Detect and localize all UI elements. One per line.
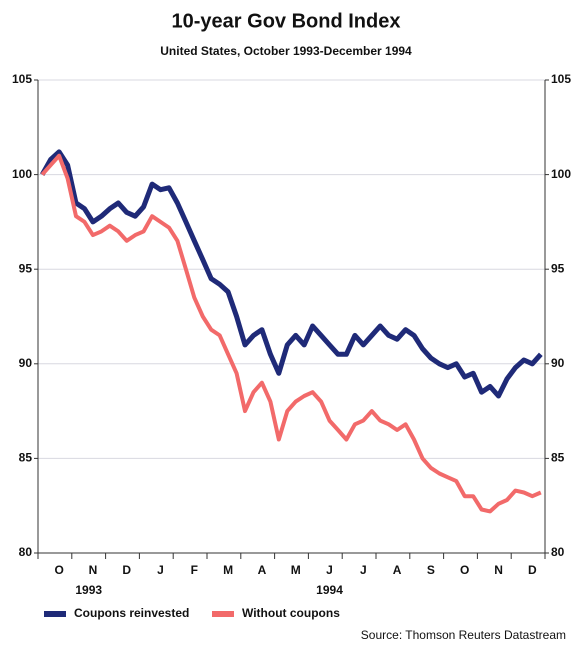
legend-label: Coupons reinvested	[74, 606, 189, 620]
x-tick-label: D	[528, 563, 537, 577]
y2-tick-label: 95	[551, 261, 565, 275]
x-tick-label: O	[54, 563, 63, 577]
x-tick-label: J	[157, 563, 164, 577]
annotation: 1994	[316, 583, 343, 597]
y2-tick-label: 90	[551, 356, 565, 370]
y2-tick-label: 100	[551, 167, 571, 181]
x-tick-label: A	[258, 563, 267, 577]
y-tick-label: 105	[12, 72, 32, 86]
x-tick-label: J	[360, 563, 367, 577]
y-tick-label: 80	[19, 545, 33, 559]
y-tick-label: 100	[12, 167, 32, 181]
y2-tick-label: 105	[551, 72, 571, 86]
legend-label: Without coupons	[242, 606, 340, 620]
y-tick-label: 85	[19, 451, 33, 465]
y-tick-label: 90	[19, 356, 33, 370]
chart-title: 10-year Gov Bond Index	[172, 10, 401, 32]
x-tick-label: J	[326, 563, 333, 577]
x-tick-label: D	[122, 563, 131, 577]
x-tick-label: S	[427, 563, 435, 577]
x-tick-label: N	[89, 563, 98, 577]
x-tick-label: O	[460, 563, 469, 577]
annotation: 1993	[75, 583, 102, 597]
y-tick-label: 95	[19, 261, 33, 275]
chart-subtitle: United States, October 1993-December 199…	[160, 44, 412, 58]
x-tick-label: F	[191, 563, 198, 577]
y2-tick-label: 85	[551, 451, 565, 465]
x-tick-label: M	[291, 563, 301, 577]
line-series	[40, 153, 542, 514]
x-tick-label: M	[223, 563, 233, 577]
source: Source: Thomson Reuters Datastream	[361, 628, 566, 642]
x-tick-label: N	[494, 563, 503, 577]
line-series	[40, 149, 543, 399]
x-tick-label: A	[393, 563, 402, 577]
y2-tick-label: 80	[551, 545, 565, 559]
